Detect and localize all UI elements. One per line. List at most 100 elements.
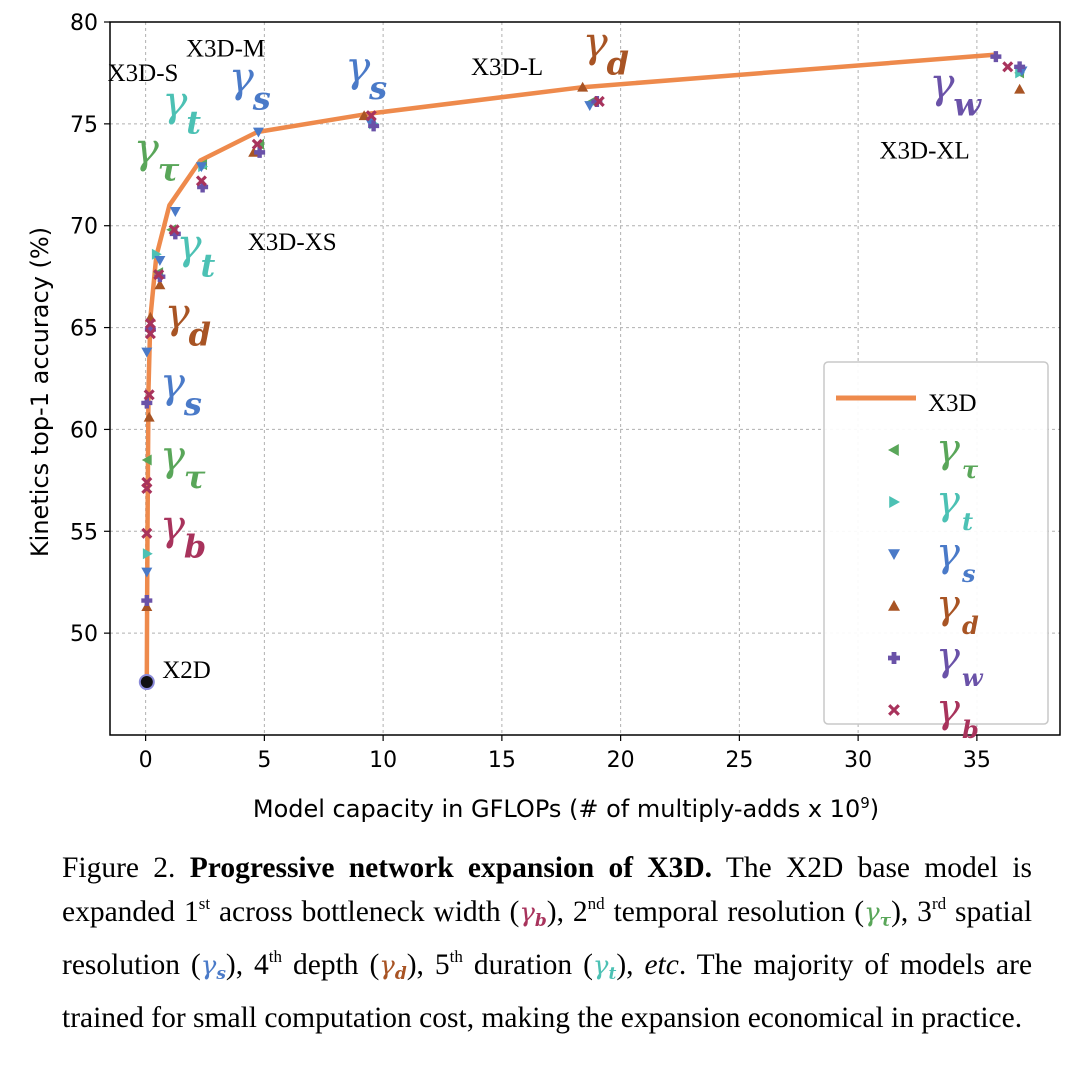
gamma-symbol: γ <box>160 500 186 549</box>
gamma-subscript: s <box>252 79 271 117</box>
data-marker <box>368 120 380 132</box>
gamma-symbol: γ <box>134 124 160 173</box>
gamma-annotation: γt <box>162 77 201 142</box>
legend-label-subscript: t <box>962 507 973 536</box>
gamma-annotation: γs <box>345 42 387 107</box>
data-marker <box>144 328 156 340</box>
model-label: X3D-XL <box>880 137 970 164</box>
gamma-subscript: w <box>953 85 982 123</box>
gamma-symbol: γ <box>229 52 255 101</box>
gamma-annotation: γw <box>929 58 982 123</box>
data-marker <box>141 527 153 539</box>
legend-marker <box>888 600 900 611</box>
legend-label: γ <box>936 426 960 472</box>
figure-caption: Figure 2. Progressive network expansion … <box>62 852 1033 1034</box>
data-marker <box>358 110 370 121</box>
data-marker <box>144 317 156 330</box>
data-marker <box>141 476 153 488</box>
data-marker <box>141 595 153 607</box>
data-marker <box>142 548 153 560</box>
legend-label: γ <box>936 634 960 680</box>
data-marker <box>154 255 166 266</box>
x-tick-label: 35 <box>963 748 991 773</box>
gamma-subscript: t <box>186 104 201 142</box>
gamma-subscript: d <box>607 45 629 83</box>
legend-label: γ <box>936 582 960 628</box>
legend-label-subscript: w <box>962 663 984 692</box>
legend-label: γ <box>936 478 960 524</box>
caption-figure-label: Figure 2. <box>62 852 176 884</box>
data-marker <box>144 324 156 336</box>
legend-marker <box>888 652 900 664</box>
gamma-subscript: τ <box>158 151 180 189</box>
x-tick-label: 20 <box>607 748 635 773</box>
data-marker <box>141 454 152 466</box>
x-tick-label: 30 <box>844 748 872 773</box>
data-marker <box>577 81 589 92</box>
data-marker <box>169 228 181 240</box>
gamma-annotation: γτ <box>160 431 206 496</box>
legend-label-subscript: s <box>961 559 976 588</box>
y-tick-label: 70 <box>70 215 98 240</box>
data-marker <box>593 95 605 107</box>
data-marker <box>153 269 165 281</box>
data-marker <box>990 51 1002 63</box>
x-tick-label: 15 <box>488 748 516 773</box>
data-marker <box>1002 61 1014 73</box>
gamma-symbol: γ <box>165 289 191 338</box>
gamma-symbol: γ <box>583 18 609 67</box>
data-marker <box>141 601 153 612</box>
y-axis-title: Kinetics top-1 accuracy (%) <box>26 227 54 557</box>
legend-marker <box>889 496 900 508</box>
gamma-symbol: γ <box>177 219 203 268</box>
y-tick-label: 50 <box>70 622 98 647</box>
y-tick-label: 75 <box>70 113 98 138</box>
legend-label-x3d: X3D <box>928 390 977 417</box>
data-marker <box>143 411 155 422</box>
gamma-subscript: s <box>368 69 387 107</box>
model-label: X3D-S <box>108 60 179 87</box>
data-marker <box>197 181 209 193</box>
data-marker <box>1014 83 1026 94</box>
data-marker <box>143 389 155 401</box>
legend-box <box>823 361 1049 725</box>
model-label: X2D <box>162 657 211 684</box>
data-marker <box>141 347 153 358</box>
x-axis-title: Model capacity in GFLOPs (# of multiply-… <box>253 794 879 823</box>
data-marker <box>195 162 207 173</box>
legend-marker <box>888 549 900 560</box>
x-tick-label: 5 <box>257 748 271 773</box>
gamma-annotation: γτ <box>134 124 180 189</box>
gamma-subscript: d <box>189 316 211 354</box>
data-marker <box>151 248 162 260</box>
gamma-annotation: γs <box>229 52 271 117</box>
axes-frame <box>109 21 1061 736</box>
data-marker <box>168 224 180 236</box>
y-tick-label: 60 <box>70 418 98 443</box>
gamma-symbol: γ <box>162 77 188 126</box>
model-label: X3D-XS <box>248 229 337 256</box>
data-marker <box>254 146 266 158</box>
plot-border <box>109 21 1061 736</box>
model-labels: X2D X3D-XS X3D-S X3D-M X3D-L X3D-XL <box>108 36 970 684</box>
legend-label: γ <box>936 686 960 732</box>
data-marker <box>141 397 153 409</box>
model-label: X3D-L <box>471 54 543 81</box>
data-marker <box>1014 61 1026 73</box>
x-tick-label: 0 <box>139 748 153 773</box>
gamma-annotation: γb <box>160 500 206 565</box>
y-tick-label: 65 <box>70 317 98 342</box>
gamma-symbol: γ <box>929 58 955 107</box>
gamma-annotation: γt <box>177 219 216 284</box>
legend-label-subscript: d <box>962 611 979 640</box>
x2d-base-point <box>138 674 155 691</box>
legend-label-subscript: τ <box>962 455 979 484</box>
gamma-subscript: s <box>183 385 202 423</box>
data-marker <box>251 138 263 150</box>
data-marker <box>591 95 603 107</box>
gamma-annotation: γd <box>583 18 629 83</box>
model-label: X3D-M <box>186 36 265 63</box>
